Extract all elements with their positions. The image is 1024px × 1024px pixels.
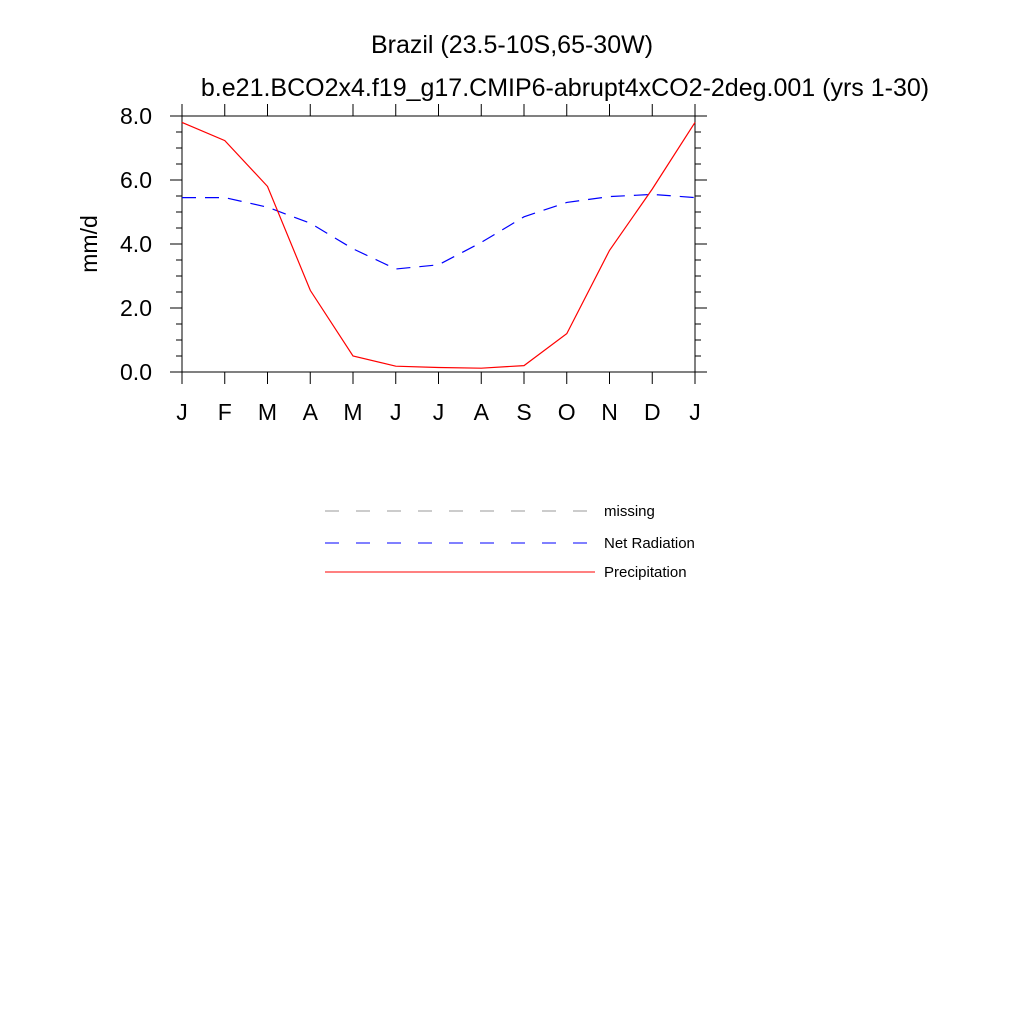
legend-label: Precipitation — [604, 564, 687, 581]
series-lines — [181, 121, 696, 369]
x-tick-label: J — [689, 399, 701, 425]
y-axis: 0.0 2.0 4.0 6.0 8.0 — [120, 103, 707, 385]
x-tick-label: D — [644, 399, 661, 425]
x-tick-label: J — [433, 399, 445, 425]
x-tick-label: A — [303, 399, 319, 425]
x-tick-label: M — [343, 399, 362, 425]
x-tick-label: J — [390, 399, 402, 425]
x-tick-label: F — [218, 399, 232, 425]
legend-label: Net Radiation — [604, 535, 695, 552]
y-tick-label: 4.0 — [120, 231, 152, 257]
plot-frame — [181, 115, 696, 373]
y-tick-label: 0.0 — [120, 359, 152, 385]
x-tick-label: N — [601, 399, 618, 425]
legend-label: missing — [604, 503, 655, 520]
legend: missing Net Radiation Precipitation — [325, 503, 695, 581]
plot-border — [181, 115, 696, 373]
y-axis-label: mm/d — [76, 215, 102, 273]
x-tick-label: S — [516, 399, 531, 425]
y-tick-label: 8.0 — [120, 103, 152, 129]
x-tick-label: M — [258, 399, 277, 425]
y-tick-label: 2.0 — [120, 295, 152, 321]
x-tick-label: A — [474, 399, 490, 425]
y-tick-label: 6.0 — [120, 167, 152, 193]
chart-subtitle: b.e21.BCO2x4.f19_g17.CMIP6-abrupt4xCO2-2… — [201, 74, 929, 102]
x-tick-label: J — [176, 399, 188, 425]
chart-title: Brazil (23.5-10S,65-30W) — [371, 31, 653, 59]
series-line-precipitation — [181, 121, 696, 369]
x-tick-label: O — [558, 399, 576, 425]
series-line-net-radiation — [182, 193, 696, 270]
